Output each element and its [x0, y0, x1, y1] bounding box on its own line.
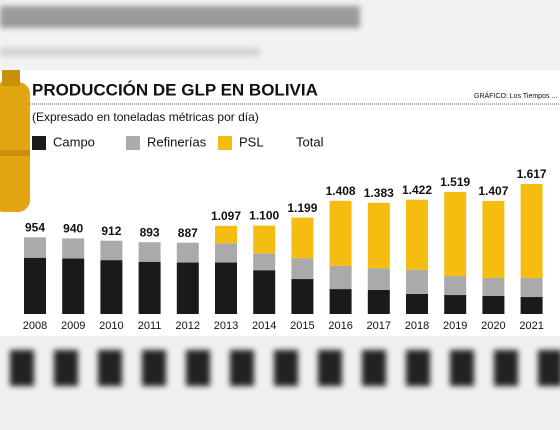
chart-title: PRODUCCIÓN DE GLP EN BOLIVIA: [32, 80, 318, 99]
x-tick-label: 2021: [519, 320, 543, 332]
blurred-bar: [274, 350, 298, 386]
bar-segment: [215, 262, 237, 314]
bar-segment: [138, 261, 161, 314]
total-label: 954: [25, 220, 45, 234]
bar-segment: [253, 225, 276, 254]
legend-swatch: [32, 136, 46, 150]
legend-label: Refinerías: [147, 134, 207, 149]
total-label: 1.617: [517, 167, 547, 181]
bar-segment: [100, 260, 123, 314]
blurred-bar: [362, 350, 386, 386]
total-label: 1.199: [287, 201, 317, 215]
legend-label: Campo: [53, 134, 95, 149]
bar-segment: [215, 225, 237, 244]
total-label: 887: [178, 226, 198, 240]
bar-segment: [444, 295, 467, 314]
blurred-heading: [0, 6, 360, 28]
blurred-subheading: [0, 48, 260, 56]
bar-segment: [329, 265, 352, 290]
legend-swatch: [218, 136, 232, 150]
blurred-bottom-chart: [10, 350, 560, 386]
x-tick-label: 2019: [443, 320, 467, 332]
bar-segment: [24, 257, 46, 314]
bar-segment: [482, 277, 505, 296]
total-label: 1.407: [478, 184, 508, 198]
bar-segment: [62, 238, 85, 259]
blurred-bar: [230, 350, 254, 386]
source: GRÁFICO: Los Tiempos ...: [474, 91, 557, 100]
total-label: 1.519: [440, 175, 470, 189]
chart-subtitle: (Expresado en toneladas métricas por día…: [32, 110, 259, 124]
bar-segment: [482, 200, 505, 278]
bar-segment: [176, 242, 199, 263]
legend-label: PSL: [239, 134, 264, 149]
blurred-bar: [318, 350, 342, 386]
bar-segment: [253, 253, 276, 271]
blurred-bar: [406, 350, 430, 386]
total-label: 1.383: [364, 186, 394, 200]
blurred-bar: [54, 350, 78, 386]
bar-segment: [444, 276, 467, 296]
total-label: 893: [140, 225, 160, 239]
bar-segment: [367, 202, 390, 269]
total-label: 1.100: [249, 209, 279, 223]
legend-label: Total: [296, 134, 324, 149]
x-tick-label: 2016: [328, 320, 352, 332]
blurred-bar: [450, 350, 474, 386]
bar-segment: [291, 258, 314, 280]
bar-segment: [406, 293, 428, 314]
blurred-bar: [98, 350, 122, 386]
total-label: 940: [63, 222, 83, 236]
blurred-bar: [142, 350, 166, 386]
bar-segment: [24, 237, 46, 258]
bar-segment: [176, 262, 199, 314]
gas-cylinder-icon: [0, 70, 30, 212]
total-label: 1.097: [211, 209, 241, 223]
x-tick-label: 2014: [252, 320, 276, 332]
bar-segment: [138, 242, 161, 262]
x-tick-label: 2008: [23, 320, 47, 332]
blurred-bar: [538, 350, 560, 386]
x-tick-label: 2009: [61, 320, 85, 332]
x-tick-label: 2015: [290, 320, 314, 332]
x-tick-label: 2011: [138, 320, 162, 332]
bar-segment: [520, 184, 543, 279]
bar-segment: [367, 268, 390, 290]
bar-segment: [291, 217, 314, 259]
x-tick-label: 2020: [481, 320, 505, 332]
total-label: 1.408: [326, 184, 356, 198]
bar-segment: [215, 243, 237, 263]
bar-segment: [367, 289, 390, 314]
bar-segment: [62, 258, 85, 314]
blurred-bar: [10, 350, 34, 386]
x-tick-label: 2013: [214, 320, 238, 332]
legend-swatch: [126, 136, 140, 150]
bar-segment: [520, 297, 543, 314]
blurred-bar: [186, 350, 210, 386]
bar-segment: [291, 279, 314, 314]
bar-segment: [406, 269, 428, 294]
total-label: 912: [101, 224, 121, 238]
total-label: 1.422: [402, 183, 432, 197]
x-tick-label: 2017: [367, 320, 391, 332]
bar-segment: [406, 199, 428, 270]
x-tick-label: 2012: [176, 320, 200, 332]
bar-segment: [329, 200, 352, 266]
bar-segment: [482, 295, 505, 314]
bar-segment: [329, 289, 352, 314]
bar-segment: [100, 240, 123, 261]
x-tick-label: 2018: [405, 320, 429, 332]
bar-segment: [520, 278, 543, 298]
bar-segment: [253, 270, 276, 314]
bar-segment: [444, 191, 467, 277]
blurred-bar: [494, 350, 518, 386]
x-tick-label: 2010: [99, 320, 123, 332]
